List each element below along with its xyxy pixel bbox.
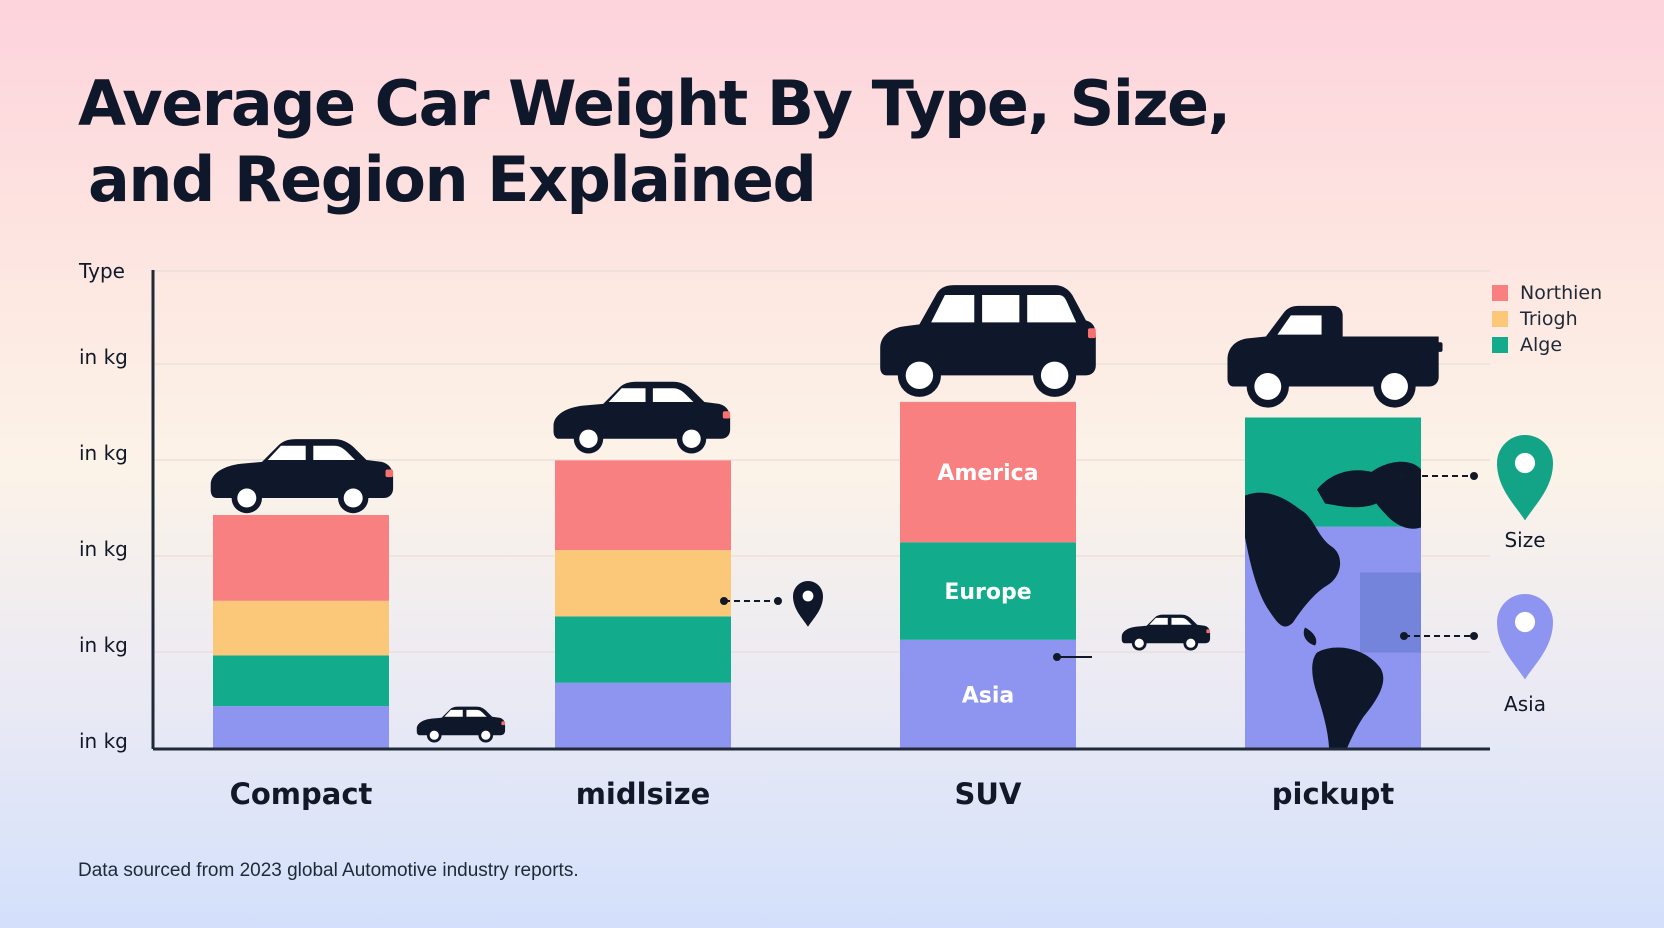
x-tick-labels: Compact midlsize SUV pickupt xyxy=(230,777,1395,811)
connector-dot xyxy=(1053,653,1061,661)
bar-segment xyxy=(900,401,1076,543)
y-tick-label: in kg xyxy=(79,537,128,561)
legend-swatch-2 xyxy=(1492,311,1508,327)
legend-label-1: Northien xyxy=(1520,282,1603,304)
bar-segment xyxy=(900,639,1076,749)
bar-segment xyxy=(555,682,731,749)
connector-dot xyxy=(1470,632,1478,640)
x-tick-label: midlsize xyxy=(576,777,711,811)
connector-dot xyxy=(774,597,782,605)
legend-item-1: Northien xyxy=(1492,280,1602,306)
y-tick-label: in kg xyxy=(79,633,128,657)
legend-swatch-3 xyxy=(1492,337,1508,353)
connector-dot xyxy=(1400,632,1408,640)
legend: Northien Triogh Alge xyxy=(1492,280,1602,358)
compact-car-icon xyxy=(210,439,394,514)
segment-label: Asia xyxy=(962,683,1015,708)
legend-swatch-1 xyxy=(1492,285,1508,301)
x-tick-label: SUV xyxy=(955,777,1022,811)
legend-label-3: Alge xyxy=(1520,334,1563,356)
connector-dot xyxy=(1470,472,1478,480)
title-line-1: Average Car Weight By Type, Size, xyxy=(78,67,1231,140)
bar-segment xyxy=(900,542,1076,640)
small-car-icon xyxy=(416,706,506,743)
pin-hole xyxy=(1514,611,1536,633)
location-pin-icon xyxy=(793,581,823,627)
legend-item-2: Triogh xyxy=(1492,306,1602,332)
bars: America Europe Asia xyxy=(213,401,1421,749)
bar-segment xyxy=(213,600,389,656)
bar-segment xyxy=(213,515,389,601)
small-car-icon xyxy=(1121,614,1211,651)
overlays xyxy=(210,285,1553,749)
y-tick-labels: in kg in kg in kg in kg in kg xyxy=(79,345,128,753)
y-tick-label: in kg xyxy=(79,729,128,753)
pin-label-size: Size xyxy=(1504,528,1546,552)
x-tick-label: pickupt xyxy=(1272,777,1395,811)
bar-segment xyxy=(555,460,731,551)
pickup-truck-icon xyxy=(1227,305,1443,408)
world-map-graphic xyxy=(1245,461,1421,749)
title-line-2: and Region Explained xyxy=(88,143,817,216)
pin-hole xyxy=(1514,452,1536,474)
pin-label-asia: Asia xyxy=(1504,692,1546,716)
source-note: Data sourced from 2023 global Automotive… xyxy=(78,860,579,881)
suv-icon xyxy=(880,285,1096,397)
page-title: Average Car Weight By Type, Size, and Re… xyxy=(78,66,1231,218)
bar-segment xyxy=(213,655,389,707)
bar-segment xyxy=(555,616,731,683)
x-tick-label: Compact xyxy=(230,777,373,811)
y-tick-label: in kg xyxy=(79,345,128,369)
location-pin-asia-icon xyxy=(1497,594,1553,680)
segment-label: America xyxy=(937,461,1038,486)
pin-hole xyxy=(802,590,814,602)
legend-item-3: Alge xyxy=(1492,332,1602,358)
location-pin-size-icon xyxy=(1497,435,1553,521)
y-axis-label: Type xyxy=(78,259,125,283)
bar-segment xyxy=(213,706,389,749)
segment-label: Europe xyxy=(944,580,1031,605)
bar-segment xyxy=(555,550,731,617)
connector-dot xyxy=(720,597,728,605)
legend-label-2: Triogh xyxy=(1520,308,1578,330)
midsize-car-icon xyxy=(553,381,731,454)
connector-dot xyxy=(1398,472,1406,480)
y-tick-label: in kg xyxy=(79,441,128,465)
